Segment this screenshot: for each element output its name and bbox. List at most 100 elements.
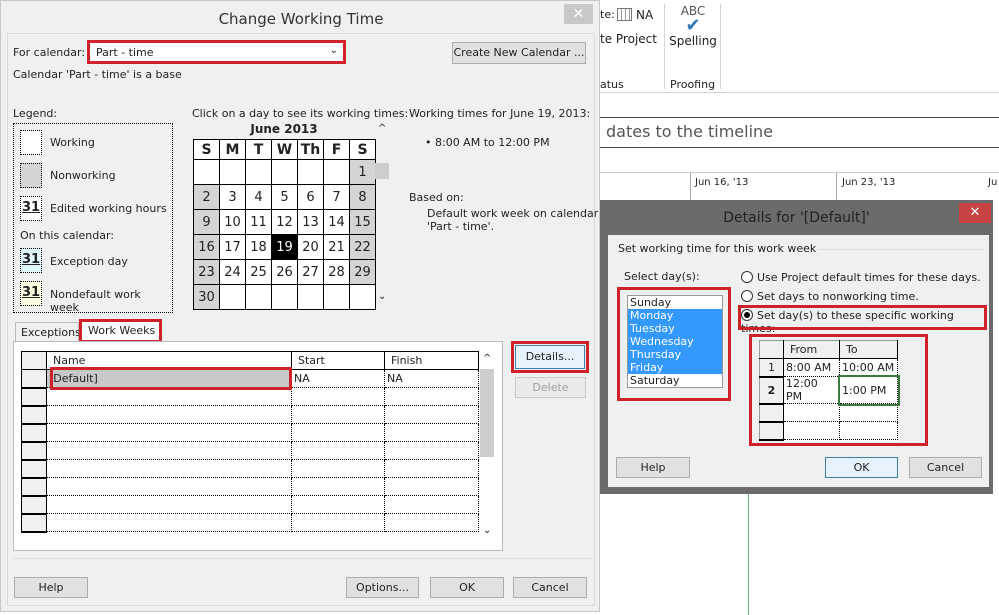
- details-ok-button[interactable]: OK: [825, 457, 898, 478]
- row-header[interactable]: [759, 403, 784, 423]
- table-cell[interactable]: [46, 423, 292, 442]
- details-help-button[interactable]: Help: [616, 457, 690, 478]
- time-cell[interactable]: [839, 421, 898, 440]
- column-header-name[interactable]: Name: [46, 351, 292, 370]
- details-button[interactable]: Details...: [515, 345, 585, 369]
- time-cell[interactable]: 10:00 AM: [839, 358, 898, 377]
- table-row[interactable]: [21, 441, 479, 461]
- row-header[interactable]: [21, 513, 47, 533]
- row-header[interactable]: [759, 421, 784, 441]
- row-header[interactable]: 1: [759, 358, 784, 378]
- close-button[interactable]: ✕: [564, 4, 593, 24]
- table-cell[interactable]: [291, 405, 385, 424]
- table-scrollbar[interactable]: ^ ⌄: [479, 351, 496, 541]
- calendar-day[interactable]: 22: [349, 234, 376, 260]
- calendar-day[interactable]: 17: [219, 234, 246, 260]
- column-header-start[interactable]: Start: [291, 351, 385, 370]
- calendar-day[interactable]: 8: [349, 184, 376, 210]
- table-cell[interactable]: [384, 405, 479, 424]
- tab-work-weeks[interactable]: Work Weeks: [79, 319, 162, 343]
- row-header[interactable]: [21, 477, 47, 497]
- table-cell[interactable]: [384, 459, 479, 478]
- calendar-day[interactable]: 29: [349, 259, 376, 285]
- calendar-day[interactable]: 30: [193, 284, 220, 310]
- ok-button[interactable]: OK: [430, 577, 504, 598]
- calendar-day[interactable]: 14: [323, 209, 350, 235]
- calendar-day[interactable]: 20: [297, 234, 324, 260]
- table-cell[interactable]: [384, 441, 479, 460]
- calendar-day[interactable]: 23: [193, 259, 220, 285]
- details-cancel-button[interactable]: Cancel: [909, 457, 982, 478]
- calendar-day[interactable]: 3: [219, 184, 246, 210]
- details-close-button[interactable]: ✕: [959, 203, 991, 223]
- day-option[interactable]: Friday: [628, 361, 722, 374]
- table-cell[interactable]: [291, 477, 385, 496]
- options-button[interactable]: Options...: [346, 577, 419, 598]
- table-cell[interactable]: [291, 513, 385, 532]
- day-option[interactable]: Tuesday: [628, 322, 722, 335]
- table-row[interactable]: [Default] NA NA: [21, 369, 479, 389]
- table-row[interactable]: [759, 421, 898, 441]
- table-row[interactable]: [21, 405, 479, 425]
- calendar-day[interactable]: 6: [297, 184, 324, 210]
- table-cell[interactable]: [46, 441, 292, 460]
- calendar-day[interactable]: 18: [245, 234, 272, 260]
- scroll-down-icon[interactable]: ⌄: [378, 291, 387, 302]
- calendar-day[interactable]: 24: [219, 259, 246, 285]
- time-cell[interactable]: 1:00 PM: [837, 374, 900, 406]
- calendar-day[interactable]: 5: [271, 184, 298, 210]
- scroll-thumb[interactable]: [480, 369, 494, 457]
- table-cell[interactable]: [291, 495, 385, 514]
- radio-button[interactable]: [741, 290, 753, 302]
- row-header[interactable]: [21, 405, 47, 425]
- help-button[interactable]: Help: [14, 577, 88, 598]
- calendar-day[interactable]: 9: [193, 209, 220, 235]
- row-header[interactable]: [21, 495, 47, 515]
- radio-option[interactable]: Set day(s) to these specific working tim…: [741, 309, 989, 335]
- table-row[interactable]: [21, 495, 479, 515]
- calendar-day[interactable]: 1: [349, 159, 376, 185]
- scroll-up-icon[interactable]: ^: [483, 353, 492, 364]
- table-row[interactable]: 2 12:00 PM 1:00 PM: [759, 374, 900, 406]
- table-row[interactable]: [21, 459, 479, 479]
- scroll-down-icon[interactable]: ⌄: [483, 525, 492, 536]
- calendar-day[interactable]: 4: [245, 184, 272, 210]
- table-cell[interactable]: NA: [384, 369, 479, 388]
- table-cell[interactable]: [291, 459, 385, 478]
- row-header[interactable]: [21, 387, 47, 407]
- table-cell[interactable]: [46, 495, 292, 514]
- table-cell[interactable]: [46, 405, 292, 424]
- create-new-calendar-button[interactable]: Create New Calendar ...: [452, 42, 586, 64]
- table-cell[interactable]: [384, 423, 479, 442]
- table-cell[interactable]: [384, 513, 479, 532]
- table-cell[interactable]: [291, 423, 385, 442]
- table-cell[interactable]: [46, 387, 292, 406]
- scroll-thumb[interactable]: [375, 163, 389, 179]
- time-cell[interactable]: 8:00 AM: [783, 358, 840, 377]
- row-header[interactable]: [21, 423, 47, 443]
- radio-button[interactable]: [741, 271, 753, 283]
- time-cell[interactable]: 12:00 PM: [783, 376, 840, 404]
- table-cell[interactable]: [46, 477, 292, 496]
- ribbon-project-button[interactable]: te Project: [600, 32, 657, 46]
- spelling-button[interactable]: ABC ✔ Spelling: [668, 4, 718, 60]
- calendar-day[interactable]: 7: [323, 184, 350, 210]
- table-row[interactable]: [21, 513, 479, 533]
- calendar-day[interactable]: 15: [349, 209, 376, 235]
- cancel-button[interactable]: Cancel: [513, 577, 587, 598]
- table-cell[interactable]: NA: [291, 369, 385, 388]
- calendar-day[interactable]: 16: [193, 234, 220, 260]
- table-cell[interactable]: [384, 477, 479, 496]
- table-cell[interactable]: [291, 387, 385, 406]
- days-listbox[interactable]: Sunday Monday Tuesday Wednesday Thursday Frid…: [627, 295, 723, 388]
- table-cell[interactable]: [384, 387, 479, 406]
- calendar-day[interactable]: 19: [271, 234, 298, 260]
- time-cell[interactable]: [783, 421, 840, 440]
- table-cell[interactable]: [384, 495, 479, 514]
- timeline-placeholder[interactable]: dates to the timeline: [606, 122, 774, 141]
- time-cell[interactable]: [839, 403, 898, 422]
- radio-button[interactable]: [741, 309, 753, 321]
- radio-option[interactable]: Use Project default times for these days…: [741, 271, 981, 284]
- calendar-day[interactable]: 21: [323, 234, 350, 260]
- table-cell[interactable]: [46, 459, 292, 478]
